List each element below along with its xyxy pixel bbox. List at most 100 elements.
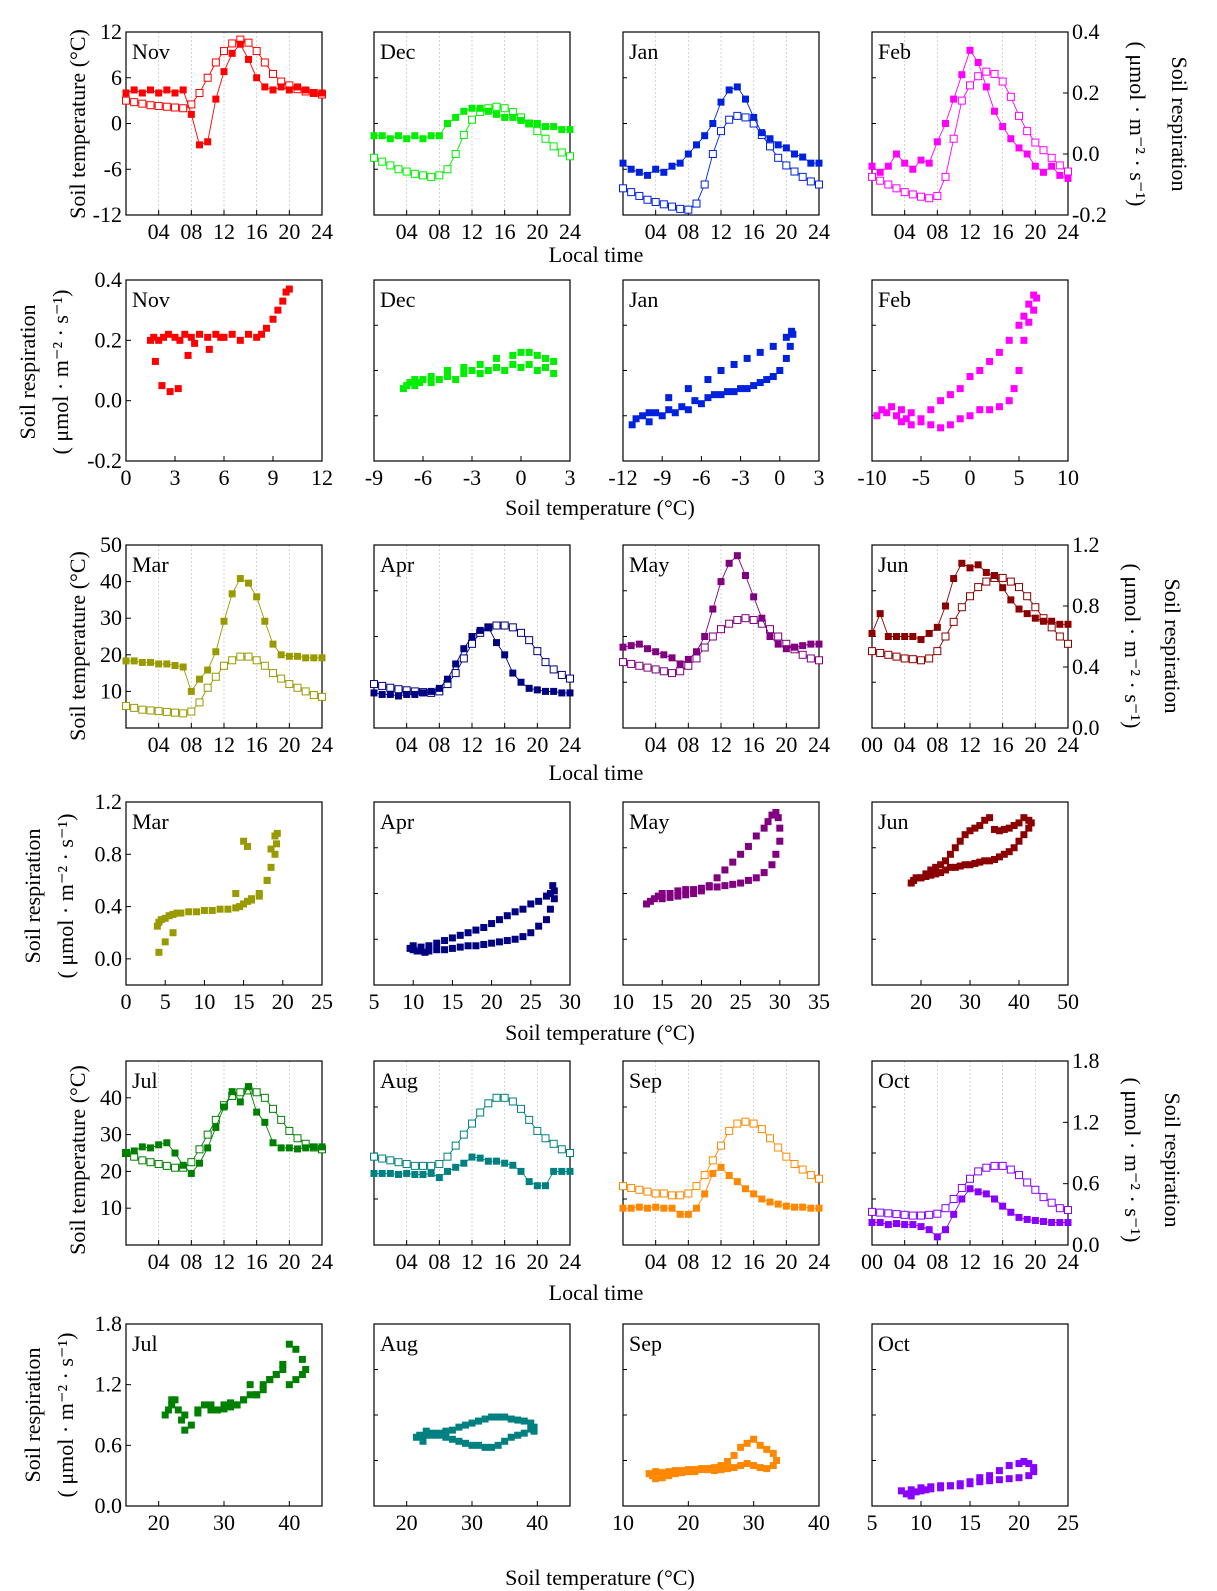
x-tick-label: 04 [645, 219, 667, 244]
respiration-point [267, 845, 275, 853]
y-tick-label: 0.0 [95, 388, 123, 413]
temperature-point [1064, 639, 1072, 648]
respiration-point [147, 1144, 154, 1152]
respiration-point [1020, 1458, 1028, 1466]
respiration-point [161, 914, 169, 922]
respiration-point [236, 903, 244, 911]
respiration-point [245, 1083, 252, 1091]
respiration-point [764, 818, 772, 826]
respiration-point [476, 360, 484, 368]
respiration-point [187, 687, 195, 695]
respiration-point [1030, 1468, 1038, 1476]
respiration-point [1005, 848, 1013, 856]
respiration-point [756, 379, 764, 387]
respiration-point [171, 333, 179, 341]
respiration-point [460, 370, 468, 378]
respiration-point [678, 403, 686, 411]
respiration-point [488, 1413, 496, 1421]
temperature-point [1047, 153, 1056, 162]
x-axis-title-local-time: Local time [549, 242, 644, 267]
respiration-point [493, 639, 500, 647]
respiration-point [509, 360, 517, 368]
respiration-point [999, 123, 1007, 131]
respiration-point [481, 1443, 489, 1451]
respiration-point [901, 159, 909, 167]
respiration-point [178, 1416, 186, 1424]
temperature-point [451, 1141, 460, 1150]
temperature-point [868, 647, 876, 656]
respiration-point [769, 1462, 777, 1470]
month-label: Sep [629, 1331, 662, 1356]
respiration-point [503, 937, 511, 945]
respiration-point [266, 1376, 274, 1384]
temperature-point [998, 1161, 1007, 1170]
temperature-point [525, 1115, 534, 1124]
respiration-point [509, 113, 517, 121]
respiration-point [292, 1376, 300, 1384]
respiration-point [1015, 367, 1023, 374]
respiration-point [147, 86, 154, 94]
temperature-point [549, 1139, 558, 1148]
respiration-point [525, 120, 533, 127]
temperature-point [402, 167, 411, 176]
respiration-point [455, 1423, 463, 1431]
right-y-tick-label: 0.0 [1072, 1232, 1100, 1257]
respiration-point [717, 1462, 725, 1470]
respiration-point [488, 920, 496, 928]
respiration-point [468, 104, 476, 112]
temperature-point [293, 683, 302, 692]
respiration-point [744, 842, 752, 850]
respiration-point [907, 1492, 915, 1500]
temperature-point [635, 191, 644, 200]
respiration-point [671, 1470, 679, 1478]
respiration-point [1005, 1462, 1013, 1470]
temperature-point [668, 202, 676, 211]
respiration-point [995, 827, 1003, 835]
temperature-point [917, 656, 925, 665]
respiration-point [704, 376, 712, 384]
temperature-point [236, 1088, 245, 1097]
respiration-point [546, 890, 554, 897]
month-label: Feb [878, 287, 911, 312]
respiration-point [917, 1223, 925, 1231]
respiration-point [658, 1469, 666, 1477]
respiration-point [1007, 135, 1015, 143]
x-tick-label: -6 [414, 465, 432, 490]
respiration-point [310, 1143, 318, 1151]
respiration-point [204, 1144, 212, 1152]
respiration-point [976, 858, 984, 866]
respiration-point [279, 1360, 287, 1368]
respiration-point [519, 933, 527, 941]
respiration-point [1031, 162, 1039, 170]
temperature-point [659, 1189, 668, 1198]
respiration-point [619, 643, 627, 651]
respiration-point [1005, 824, 1013, 832]
respiration-point [743, 1460, 751, 1468]
temperature-point [741, 614, 750, 623]
temperature-point [990, 69, 999, 78]
right-y-tick-label: 1.8 [1072, 1048, 1100, 1073]
temperature-point [269, 669, 277, 678]
respiration-point [370, 1169, 378, 1177]
y-axis-title-soil-respiration: Soil respiration [15, 304, 40, 439]
respiration-point [730, 388, 738, 396]
y-tick-label: 1.2 [95, 789, 123, 814]
temperature-point [492, 1093, 501, 1102]
respiration-point [807, 640, 815, 648]
x-tick-label: 12 [213, 1249, 235, 1274]
respiration-point [950, 575, 958, 583]
x-tick-label: 30 [461, 1510, 483, 1535]
respiration-point [164, 1406, 172, 1414]
respiration-point [542, 1182, 549, 1190]
respiration-point [937, 424, 945, 432]
x-axis-title-soil-temperature: Soil temperature (°C) [505, 1020, 695, 1045]
x-tick-label: -9 [653, 465, 671, 490]
temperature-point [908, 655, 917, 664]
respiration-point [535, 897, 543, 905]
respiration-point [233, 1401, 241, 1409]
temperature-point [179, 709, 188, 718]
temperature-point [277, 674, 286, 683]
respiration-point [782, 144, 790, 152]
respiration-point [782, 645, 790, 653]
respiration-point [665, 406, 673, 414]
